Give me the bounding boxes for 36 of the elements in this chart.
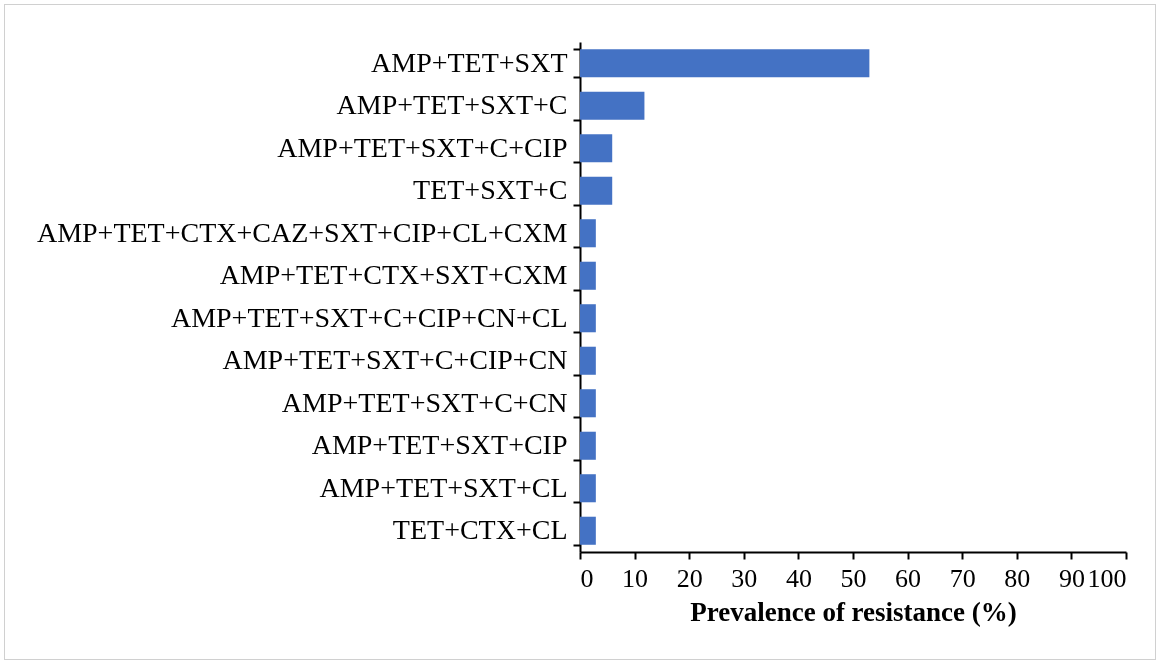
y-tick-label: AMP+TET+SXT+C+CIP+CN — [222, 344, 568, 376]
bar — [580, 431, 596, 460]
x-tick-label: 80 — [1004, 563, 1031, 593]
bar — [580, 219, 596, 248]
y-tick-label: AMP+TET+SXT+C — [336, 89, 568, 121]
x-tick-label: 30 — [731, 563, 758, 593]
bar — [580, 389, 596, 418]
bar — [580, 261, 596, 290]
y-tick-label: AMP+TET+SXT+CL — [319, 471, 568, 503]
x-tick-label: 40 — [785, 563, 812, 593]
y-tick-label: AMP+TET+SXT+CIP — [311, 429, 568, 461]
bar — [580, 49, 870, 78]
bar — [580, 346, 596, 375]
x-tick-label: 10 — [622, 563, 649, 593]
x-tick-label: 90 — [1058, 563, 1085, 593]
x-axis-title: Prevalence of resistance (%) — [690, 596, 1017, 627]
bar — [580, 134, 613, 163]
y-tick-label: TET+SXT+C — [413, 174, 568, 206]
x-tick-label: 50 — [840, 563, 867, 593]
y-tick-label: AMP+TET+CTX+CAZ+SXT+CIP+CL+CXM — [36, 216, 568, 248]
x-tick-label: 20 — [676, 563, 703, 593]
y-tick-label: AMP+TET+SXT+C+CIP+CN+CL — [170, 301, 568, 333]
y-tick-label: AMP+TET+CTX+SXT+CXM — [219, 259, 568, 291]
bar — [580, 91, 645, 120]
bar — [580, 176, 613, 205]
x-tick-label: 60 — [895, 563, 922, 593]
bar — [580, 516, 596, 545]
y-tick-label: TET+CTX+CL — [392, 514, 568, 546]
y-tick-label: AMP+TET+SXT+C+CIP — [277, 131, 568, 163]
x-tick-label: 100 — [1087, 563, 1127, 593]
x-tick-label: 0 — [580, 563, 594, 593]
y-tick-label: AMP+TET+SXT+C+CN — [281, 386, 568, 418]
y-tick-label: AMP+TET+SXT — [371, 46, 568, 78]
x-tick-label: 70 — [949, 563, 976, 593]
bar — [580, 304, 596, 333]
bar — [580, 474, 596, 503]
